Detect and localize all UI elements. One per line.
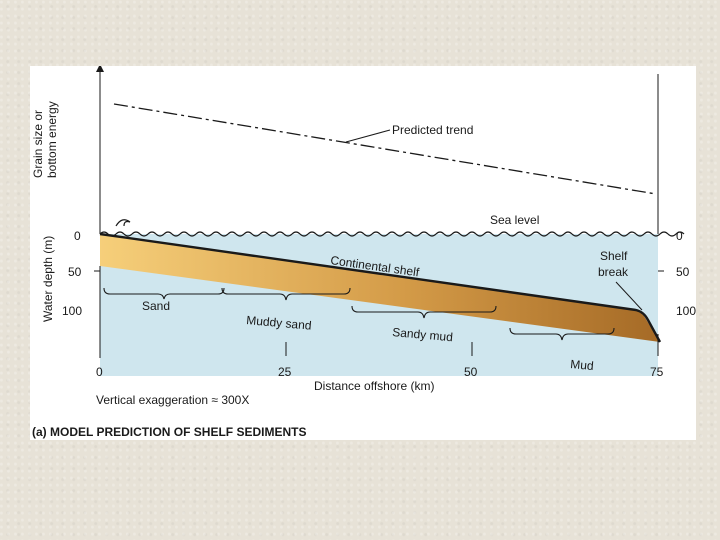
shelf-break-leader-line [615,281,643,311]
trend-leader-line [345,129,391,143]
distance-axis-label: Distance offshore (km) [314,379,435,393]
figure-panel: Grain size or bottom energy Predicted tr… [30,64,696,440]
grain-size-axis-arrow [96,64,104,72]
figure-caption: (a) MODEL PREDICTION OF SHELF SEDIMENTS [32,425,306,439]
depth-tick-left-100: 100 [62,304,82,318]
predicted-trend-line [113,103,657,195]
zone-label-sand: Sand [142,299,170,313]
depth-tick-left-50: 50 [68,265,82,279]
distance-tick-0: 0 [96,365,103,379]
depth-tick-right-0: 0 [676,229,683,243]
muddy-sand-zone-brace [221,287,351,301]
sandy-mud-zone-brace [351,305,497,319]
shelf-break-label-line2: break [598,265,629,279]
top-axis-label-line1: Grain size or [31,110,45,178]
sediment-wedge [100,234,660,342]
zone-label-mud: Mud [570,357,594,373]
distance-tick-50: 50 [464,365,478,379]
distance-tick-75: 75 [650,365,664,379]
zone-label-sandy-mud: Sandy mud [392,325,454,344]
depth-tick-right-50: 50 [676,265,690,279]
trend-label: Predicted trend [392,123,473,137]
continental-shelf-surface [99,232,662,343]
zone-label-muddy-sand: Muddy sand [246,313,312,333]
mud-zone-brace [509,327,615,341]
sand-zone-brace [103,287,225,300]
depth-axis-label: Water depth (m) [41,236,55,322]
top-axis-label-line2: bottom energy [45,101,59,178]
breaking-wave-icon [115,219,131,227]
sea-level-label: Sea level [490,213,539,227]
shelf-sediment-diagram: Grain size or bottom energy Predicted tr… [31,64,696,439]
exaggeration-note: Vertical exaggeration ≈ 300X [96,393,249,407]
shelf-break-label-line1: Shelf [600,249,628,263]
sea-surface-waves [99,231,685,237]
depth-tick-left-0: 0 [74,229,81,243]
depth-tick-right-100: 100 [676,304,696,318]
distance-tick-25: 25 [278,365,292,379]
